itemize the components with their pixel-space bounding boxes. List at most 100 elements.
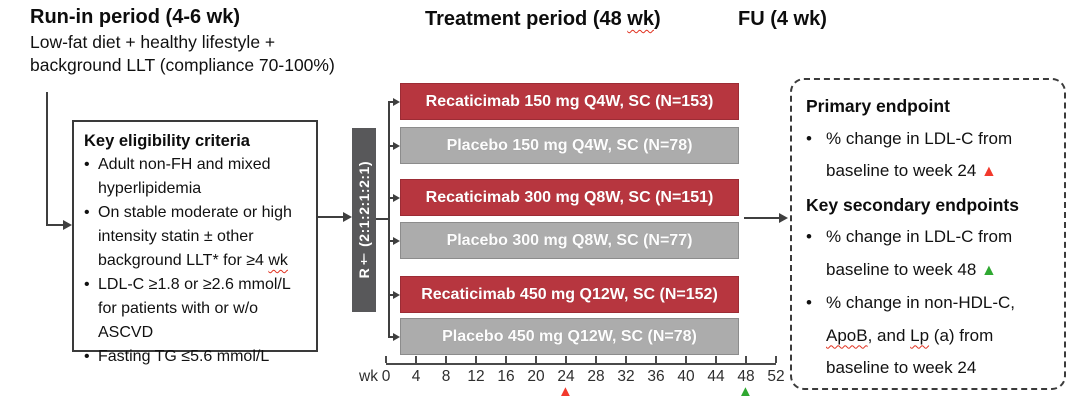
axis-tick-label: 0 (381, 368, 391, 385)
eligibility-bullet-3: LDL-C ≥1.8 or ≥2.6 mmol/L for patients w… (84, 273, 308, 345)
secondary-endpoint-2-part1: % change in non-HDL-C, (826, 293, 1015, 312)
bullet-icon (84, 273, 98, 345)
axis-tick (505, 356, 507, 363)
branch-arrow-arm-4 (388, 236, 400, 245)
endpoints-box: Primary endpoint % change in LDL-C from … (790, 78, 1066, 390)
treatment-title-suffix: ) (653, 8, 661, 30)
secondary-endpoint-bullet-2: % change in non-HDL-C, ApoB, and Lp (a) … (806, 287, 1052, 385)
run-in-connector-vertical-line (46, 92, 48, 226)
primary-endpoint-bullet: % change in LDL-C from baseline to week … (806, 123, 1052, 189)
run-in-subtitle-line2: background LLT (compliance 70-100%) (30, 55, 335, 75)
eligibility-bullet-4: Fasting TG ≤5.6 mmol/L (84, 345, 308, 369)
axis-tick-label: 36 (647, 368, 665, 385)
axis-tick (745, 356, 747, 363)
branch-trunk-line (388, 101, 390, 337)
randomization-trunk-connector (376, 218, 388, 220)
arm-bar-placebo-300-q8w: Placebo 300 mg Q8W, SC (N=77) (400, 222, 739, 259)
axis-tick-label: 16 (497, 368, 515, 385)
bullet-icon (806, 221, 826, 287)
eligibility-bullet-2-wk: wk (268, 252, 288, 269)
arm-bar-recaticimab-450-q12w: Recaticimab 450 mg Q12W, SC (N=152) (400, 276, 739, 313)
axis-tick-label: 8 (441, 368, 451, 385)
axis-tick-label: 24 (557, 368, 575, 385)
week-axis-unit-label: wk (359, 368, 378, 385)
branch-arrow-arm-1 (388, 97, 400, 106)
treatment-period-title: Treatment period (48 wk) (425, 8, 661, 31)
run-in-arrowhead-icon (63, 220, 72, 230)
eligibility-bullet-2-prefix: On stable moderate or high intensity sta… (98, 204, 292, 269)
arms-to-endpoints-line (744, 217, 780, 219)
axis-tick-label: 12 (467, 368, 485, 385)
week-axis-line (386, 363, 776, 365)
run-in-subtitle-line1: Low-fat diet + healthy lifestyle + (30, 32, 276, 52)
primary-endpoint-bullet-text: % change in LDL-C from baseline to week … (826, 128, 1013, 181)
axis-tick-label: 32 (617, 368, 635, 385)
eligibility-bullet-1: Adult non-FH and mixed hyperlipidemia (84, 153, 308, 201)
axis-tick-label: 48 (737, 368, 755, 385)
treatment-title-wk: wk (627, 8, 654, 30)
follow-up-title: FU (4 wk) (738, 8, 827, 30)
axis-tick-label: 44 (707, 368, 725, 385)
axis-tick (775, 356, 777, 363)
randomization-ratio-label: R† (2:1:2:1:2:1) (356, 161, 372, 279)
secondary-endpoint-bullet-1: % change in LDL-C from baseline to week … (806, 221, 1052, 287)
bullet-icon (84, 345, 98, 369)
branch-arrow-arm-5 (388, 290, 400, 299)
secondary-endpoints-heading: Key secondary endpoints (806, 194, 1019, 215)
primary-marker-triangle-icon: ▲ (981, 163, 997, 180)
bullet-icon (806, 287, 826, 385)
axis-tick (685, 356, 687, 363)
randomization-box: R† (2:1:2:1:2:1) (352, 128, 376, 312)
eligibility-bullet-1-text: Adult non-FH and mixed hyperlipidemia (98, 156, 271, 197)
secondary-endpoint-2-apob: ApoB (826, 325, 868, 345)
secondary-endpoint-1-text: % change in LDL-C from baseline to week … (826, 221, 1040, 287)
branch-arrow-arm-3 (388, 193, 400, 202)
axis-week-48-marker-icon: ▲ (738, 383, 753, 400)
bullet-icon (84, 153, 98, 201)
axis-tick (445, 356, 447, 363)
secondary-endpoint-1-bullet-text: % change in LDL-C from baseline to week … (826, 227, 1013, 279)
axis-week-24-marker-icon: ▲ (558, 383, 573, 400)
secondary-endpoint-2-text: % change in non-HDL-C, ApoB, and Lp (a) … (826, 287, 1040, 385)
axis-tick (565, 356, 567, 363)
secondary-endpoint-2-part2: , and (867, 325, 911, 345)
secondary-marker-triangle-icon: ▲ (981, 261, 997, 279)
axis-tick (535, 356, 537, 363)
axis-tick-label: 28 (587, 368, 605, 385)
axis-tick (625, 356, 627, 363)
eligibility-bullet-3-text: LDL-C ≥1.8 or ≥2.6 mmol/L for patients w… (98, 276, 291, 341)
secondary-endpoint-2-lp: Lp (910, 325, 930, 345)
axis-tick-label: 20 (527, 368, 545, 385)
eligibility-title: Key eligibility criteria (84, 132, 250, 150)
axis-tick (475, 356, 477, 363)
run-in-connector-horizontal-line (46, 224, 64, 226)
primary-endpoint-heading: Primary endpoint (806, 96, 950, 116)
secondary-endpoint-2-part3: (a) from baseline to week 24 (826, 325, 994, 378)
eligibility-to-randomization-arrowhead-icon (343, 212, 352, 222)
axis-tick (655, 356, 657, 363)
eligibility-criteria-box: Key eligibility criteria Adult non-FH an… (72, 120, 318, 365)
axis-tick (595, 356, 597, 363)
run-in-period-title: Run-in period (4-6 wk) (30, 6, 240, 28)
arm-bar-placebo-450-q12w: Placebo 450 mg Q12W, SC (N=78) (400, 318, 739, 355)
bullet-icon (806, 123, 826, 189)
arm-bar-recaticimab-300-q8w: Recaticimab 300 mg Q8W, SC (N=151) (400, 179, 739, 216)
axis-tick-label: 4 (411, 368, 421, 385)
eligibility-bullet-2-text: On stable moderate or high intensity sta… (98, 201, 308, 273)
treatment-title-prefix: Treatment period (48 (425, 8, 628, 30)
eligibility-bullet-2: On stable moderate or high intensity sta… (84, 201, 308, 273)
branch-arrow-arm-6 (388, 332, 400, 341)
arm-bar-recaticimab-150-q4w: Recaticimab 150 mg Q4W, SC (N=153) (400, 83, 739, 120)
eligibility-to-randomization-line (318, 216, 343, 218)
arms-to-endpoints-arrowhead-icon (779, 213, 788, 223)
branch-arrow-arm-2 (388, 141, 400, 150)
axis-tick-label: 40 (677, 368, 695, 385)
eligibility-bullet-4-text: Fasting TG ≤5.6 mmol/L (98, 348, 270, 365)
axis-tick-label: 52 (767, 368, 785, 385)
axis-tick (385, 356, 387, 363)
arm-bar-placebo-150-q4w: Placebo 150 mg Q4W, SC (N=78) (400, 127, 739, 164)
axis-tick (715, 356, 717, 363)
axis-tick (415, 356, 417, 363)
primary-endpoint-text: % change in LDL-C from baseline to week … (826, 123, 1040, 189)
